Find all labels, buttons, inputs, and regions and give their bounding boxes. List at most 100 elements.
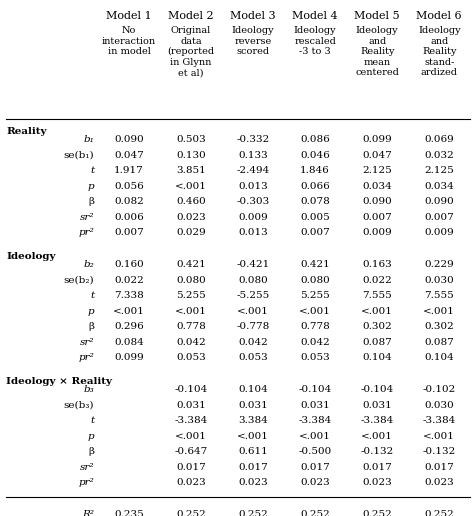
Text: 0.778: 0.778 [300,322,330,331]
Text: -5.255: -5.255 [237,291,270,300]
Text: 0.252: 0.252 [362,510,392,516]
Text: <.001: <.001 [299,432,331,441]
Text: 0.078: 0.078 [300,197,330,206]
Text: 0.104: 0.104 [238,385,268,394]
Text: Ideology
reverse
scored: Ideology reverse scored [232,26,274,56]
Text: -0.421: -0.421 [237,260,270,269]
Text: 1.846: 1.846 [300,166,330,175]
Text: 0.022: 0.022 [114,276,144,285]
Text: -0.778: -0.778 [237,322,270,331]
Text: 0.087: 0.087 [424,337,454,347]
Text: β: β [88,197,94,206]
Text: <.001: <.001 [361,307,393,316]
Text: -3.384: -3.384 [174,416,208,425]
Text: 0.082: 0.082 [114,197,144,206]
Text: -0.104: -0.104 [174,385,208,394]
Text: 0.252: 0.252 [238,510,268,516]
Text: 5.255: 5.255 [300,291,330,300]
Text: 0.421: 0.421 [300,260,330,269]
Text: Model 1: Model 1 [106,11,152,21]
Text: p: p [88,307,94,316]
Text: 0.030: 0.030 [424,401,454,410]
Text: 0.086: 0.086 [300,135,330,144]
Text: 0.023: 0.023 [176,213,206,221]
Text: Model 4: Model 4 [292,11,338,21]
Text: 0.099: 0.099 [114,353,144,362]
Text: 0.235: 0.235 [114,510,144,516]
Text: 0.053: 0.053 [176,353,206,362]
Text: Ideology
rescaled
-3 to 3: Ideology rescaled -3 to 3 [294,26,337,56]
Text: Ideology
and
Reality
stand-
ardized: Ideology and Reality stand- ardized [418,26,461,77]
Text: 0.047: 0.047 [362,151,392,159]
Text: β: β [88,447,94,456]
Text: 0.023: 0.023 [300,478,330,487]
Text: 0.056: 0.056 [114,182,144,190]
Text: se(b₃): se(b₃) [64,401,94,410]
Text: 0.013: 0.013 [238,182,268,190]
Text: <.001: <.001 [299,307,331,316]
Text: 0.007: 0.007 [362,213,392,221]
Text: 0.022: 0.022 [362,276,392,285]
Text: 0.302: 0.302 [424,322,454,331]
Text: 0.031: 0.031 [176,401,206,410]
Text: 0.099: 0.099 [362,135,392,144]
Text: 0.017: 0.017 [362,463,392,472]
Text: 0.013: 0.013 [238,228,268,237]
Text: 0.080: 0.080 [300,276,330,285]
Text: 7.555: 7.555 [362,291,392,300]
Text: pr²: pr² [79,353,94,362]
Text: Ideology × Reality: Ideology × Reality [6,377,112,386]
Text: 0.053: 0.053 [238,353,268,362]
Text: 0.090: 0.090 [424,197,454,206]
Text: 0.009: 0.009 [362,228,392,237]
Text: 0.229: 0.229 [424,260,454,269]
Text: 0.007: 0.007 [300,228,330,237]
Text: 0.031: 0.031 [238,401,268,410]
Text: 0.778: 0.778 [176,322,206,331]
Text: 0.080: 0.080 [176,276,206,285]
Text: 7.555: 7.555 [424,291,454,300]
Text: 0.130: 0.130 [176,151,206,159]
Text: 0.611: 0.611 [238,447,268,456]
Text: Model 2: Model 2 [168,11,214,21]
Text: 0.090: 0.090 [362,197,392,206]
Text: -0.500: -0.500 [299,447,332,456]
Text: 0.029: 0.029 [176,228,206,237]
Text: 7.338: 7.338 [114,291,144,300]
Text: 0.032: 0.032 [424,151,454,159]
Text: β: β [88,322,94,331]
Text: <.001: <.001 [361,432,393,441]
Text: 0.034: 0.034 [424,182,454,190]
Text: b₁: b₁ [83,135,94,144]
Text: 5.255: 5.255 [176,291,206,300]
Text: <.001: <.001 [237,432,269,441]
Text: <.001: <.001 [175,307,207,316]
Text: Original
data
(reported
in Glynn
et al): Original data (reported in Glynn et al) [167,26,215,77]
Text: 0.080: 0.080 [238,276,268,285]
Text: se(b₂): se(b₂) [64,276,94,285]
Text: 0.017: 0.017 [300,463,330,472]
Text: -3.384: -3.384 [423,416,456,425]
Text: 0.031: 0.031 [362,401,392,410]
Text: 0.031: 0.031 [300,401,330,410]
Text: 0.069: 0.069 [424,135,454,144]
Text: -0.332: -0.332 [237,135,270,144]
Text: 0.087: 0.087 [362,337,392,347]
Text: 0.104: 0.104 [362,353,392,362]
Text: 0.252: 0.252 [300,510,330,516]
Text: <.001: <.001 [423,307,455,316]
Text: sr²: sr² [80,213,94,221]
Text: t: t [90,291,94,300]
Text: pr²: pr² [79,478,94,487]
Text: 2.125: 2.125 [424,166,454,175]
Text: b₃: b₃ [83,385,94,394]
Text: <.001: <.001 [423,432,455,441]
Text: sr²: sr² [80,337,94,347]
Text: -0.104: -0.104 [361,385,394,394]
Text: -0.132: -0.132 [423,447,456,456]
Text: 0.017: 0.017 [238,463,268,472]
Text: 0.104: 0.104 [424,353,454,362]
Text: <.001: <.001 [175,432,207,441]
Text: R²: R² [82,510,94,516]
Text: 0.005: 0.005 [300,213,330,221]
